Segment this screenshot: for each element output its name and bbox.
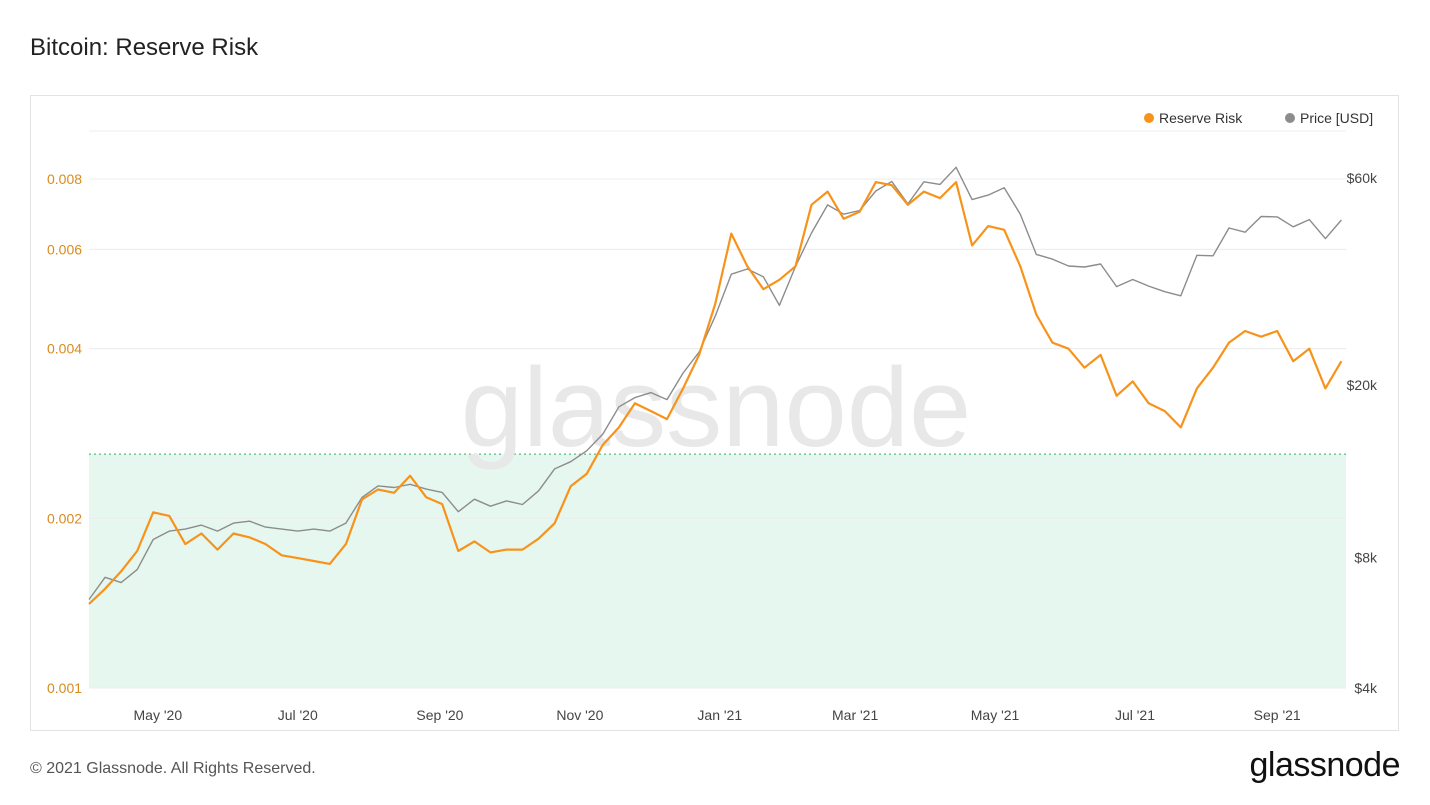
left-axis-tick-label: 0.006 <box>47 241 82 257</box>
buy-zone-band <box>89 454 1346 688</box>
x-axis-tick-label: May '20 <box>134 707 183 723</box>
legend-label-reserve-risk: Reserve Risk <box>1159 110 1243 126</box>
glassnode-watermark: glassnode <box>461 345 972 470</box>
x-axis-tick-label: May '21 <box>971 707 1020 723</box>
right-axis-tick-label: $20k <box>1347 377 1378 393</box>
legend-item-reserve-risk[interactable]: Reserve Risk <box>1144 110 1243 126</box>
reserve-risk-chart: glassnode 0.008 0.006 0.004 0.002 0.001 $60k… <box>47 110 1378 723</box>
legend-item-price[interactable]: Price [USD] <box>1285 110 1373 126</box>
left-axis-tick-label: 0.002 <box>47 510 82 526</box>
legend: Reserve Risk Price [USD] <box>1144 110 1373 126</box>
x-axis-tick-label: Sep '20 <box>416 707 463 723</box>
copyright-notice: © 2021 Glassnode. All Rights Reserved. <box>30 760 316 777</box>
right-axis-tick-label: $4k <box>1354 680 1378 696</box>
page-title: Bitcoin: Reserve Risk <box>30 34 259 61</box>
legend-label-price: Price [USD] <box>1300 110 1373 126</box>
x-axis-tick-label: Mar '21 <box>832 707 878 723</box>
chart-panel: glassnode 0.008 0.006 0.004 0.002 0.001 $60k… <box>30 95 1399 731</box>
x-axis-tick-label: Jan '21 <box>697 707 742 723</box>
left-axis-ticks: 0.008 0.006 0.004 0.002 0.001 <box>47 171 82 696</box>
legend-swatch-price <box>1285 113 1295 123</box>
left-axis-tick-label: 0.008 <box>47 171 82 187</box>
legend-swatch-reserve-risk <box>1144 113 1154 123</box>
x-axis-ticks: May '20 Jul '20 Sep '20 Nov '20 Jan '21 Mar '… <box>134 707 1301 723</box>
threshold-band-layer <box>89 453 1346 689</box>
x-axis-tick-label: Nov '20 <box>556 707 603 723</box>
left-axis-tick-label: 0.004 <box>47 341 82 357</box>
x-axis-tick-label: Sep '21 <box>1254 707 1301 723</box>
price-usd-line <box>88 166 1342 600</box>
x-axis-tick-label: Jul '20 <box>278 707 318 723</box>
right-axis-ticks: $60k $20k $8k $4k <box>1347 170 1378 696</box>
left-axis-tick-label: 0.001 <box>47 680 82 696</box>
glassnode-logo[interactable]: glassnode <box>1249 746 1400 784</box>
reserve-risk-line <box>88 181 1343 605</box>
gridlines-layer <box>89 130 1346 689</box>
series-layer <box>88 166 1343 605</box>
right-axis-tick-label: $8k <box>1354 549 1378 565</box>
right-axis-tick-label: $60k <box>1347 170 1378 186</box>
x-axis-tick-label: Jul '21 <box>1115 707 1155 723</box>
